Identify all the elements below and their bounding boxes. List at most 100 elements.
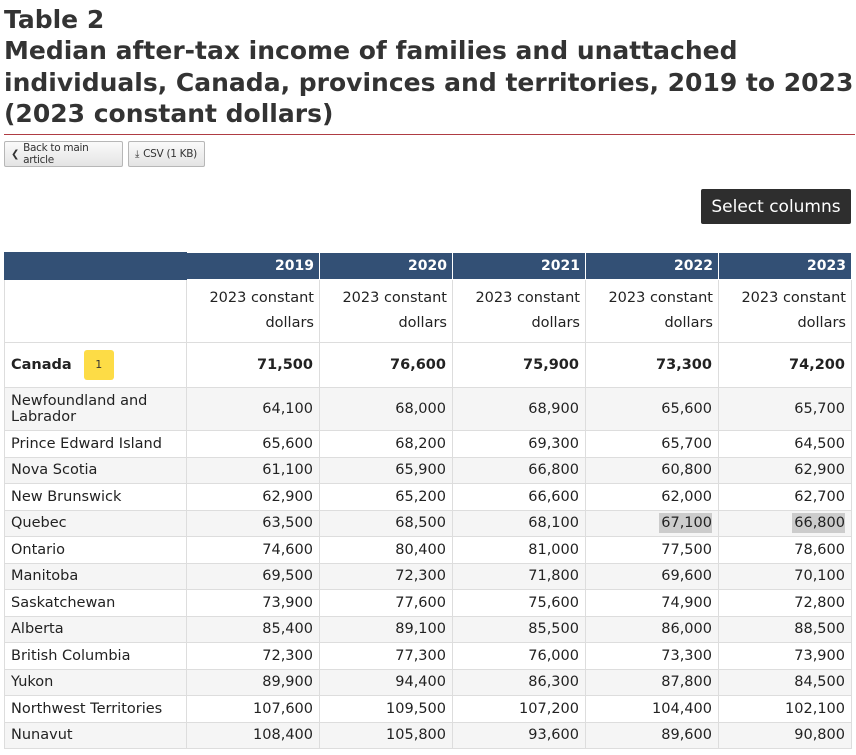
- table-row: Quebec 63,500 68,500 68,100 67,100 66,80…: [4, 509, 852, 537]
- row-header: Nunavut: [4, 721, 187, 749]
- data-cell: 72,800: [718, 589, 852, 617]
- data-cell: 93,600: [452, 721, 586, 749]
- footnote-badge[interactable]: 1: [83, 350, 114, 380]
- data-cell: 65,900: [319, 456, 453, 484]
- data-cell: 67,100: [585, 509, 719, 537]
- row-header: Newfoundland and Labrador: [4, 387, 187, 431]
- data-cell: 75,600: [452, 589, 586, 617]
- data-cell: 65,700: [585, 430, 719, 458]
- data-cell: 61,100: [186, 456, 320, 484]
- data-cell: 68,500: [319, 509, 453, 537]
- table-row: Saskatchewan 73,900 77,600 75,600 74,900…: [4, 589, 852, 617]
- data-cell: 105,800: [319, 721, 453, 749]
- column-header[interactable]: 2019: [186, 252, 320, 280]
- data-cell: 94,400: [319, 668, 453, 696]
- data-cell: 104,400: [585, 695, 719, 723]
- table-row: Newfoundland and Labrador 64,100 68,000 …: [4, 387, 852, 431]
- unit-cell: 2023 constant dollars: [319, 279, 453, 343]
- unit-line: 2023 constant: [209, 290, 314, 306]
- column-header[interactable]: 2021: [452, 252, 586, 280]
- data-cell: 60,800: [585, 456, 719, 484]
- data-cell: 73,300: [585, 642, 719, 670]
- highlighted-value: 66,800: [792, 513, 845, 534]
- data-cell: 107,200: [452, 695, 586, 723]
- unit-cell: 2023 constant dollars: [452, 279, 586, 343]
- row-header: New Brunswick: [4, 483, 187, 511]
- unit-cell: 2023 constant dollars: [718, 279, 852, 343]
- table-row: Ontario 74,600 80,400 81,000 77,500 78,6…: [4, 536, 852, 564]
- unit-line: dollars: [797, 315, 846, 331]
- row-header: Saskatchewan: [4, 589, 187, 617]
- table-row: Alberta 85,400 89,100 85,500 86,000 88,5…: [4, 615, 852, 643]
- data-cell: 90,800: [718, 721, 852, 749]
- year-header-row: 2019 2020 2021 2022 2023: [4, 252, 852, 280]
- data-cell: 65,200: [319, 483, 453, 511]
- table-row: Prince Edward Island 65,600 68,200 69,30…: [4, 430, 852, 458]
- data-cell: 66,800: [452, 456, 586, 484]
- data-cell: 73,900: [186, 589, 320, 617]
- csv-download-button[interactable]: ⤓ CSV (1 KB): [128, 141, 205, 167]
- data-cell: 89,100: [319, 615, 453, 643]
- stub-unit-cell: [4, 279, 187, 343]
- table-row: Canada 1 71,500 76,600 75,900 73,300 74,2…: [4, 342, 852, 388]
- row-header: Northwest Territories: [4, 695, 187, 723]
- data-cell: 62,900: [718, 456, 852, 484]
- unit-line: 2023 constant: [342, 290, 447, 306]
- table-row: New Brunswick 62,900 65,200 66,600 62,00…: [4, 483, 852, 511]
- data-cell: 102,100: [718, 695, 852, 723]
- data-cell: 66,800: [718, 509, 852, 537]
- table-row: Nunavut 108,400 105,800 93,600 89,600 90…: [4, 721, 852, 749]
- data-cell: 68,200: [319, 430, 453, 458]
- title-divider: [4, 134, 855, 135]
- unit-line: dollars: [265, 315, 314, 331]
- row-header: Quebec: [4, 509, 187, 537]
- select-columns-button[interactable]: Select columns: [701, 189, 851, 224]
- data-cell: 85,400: [186, 615, 320, 643]
- column-header[interactable]: 2023: [718, 252, 852, 280]
- row-header: Yukon: [4, 668, 187, 696]
- row-header: Prince Edward Island: [4, 430, 187, 458]
- table-label: Table 2: [4, 5, 105, 34]
- data-cell: 77,300: [319, 642, 453, 670]
- column-header[interactable]: 2022: [585, 252, 719, 280]
- data-cell: 73,300: [585, 342, 719, 388]
- back-to-main-article-button[interactable]: ❮ Back to main article: [4, 141, 123, 167]
- page-title-block: Table 2 Median after-tax income of famil…: [4, 4, 854, 130]
- row-header: Alberta: [4, 615, 187, 643]
- back-button-label: Back to main article: [23, 142, 89, 166]
- stub-header: [4, 252, 187, 280]
- table-row: Yukon 89,900 94,400 86,300 87,800 84,500: [4, 668, 852, 696]
- data-cell: 70,100: [718, 562, 852, 590]
- chevron-left-icon: ❮: [11, 148, 20, 160]
- data-cell: 68,000: [319, 387, 453, 431]
- data-cell: 77,600: [319, 589, 453, 617]
- data-cell: 76,600: [319, 342, 453, 388]
- data-cell: 89,600: [585, 721, 719, 749]
- csv-button-label: CSV (1 KB): [143, 148, 197, 160]
- data-cell: 66,600: [452, 483, 586, 511]
- data-cell: 73,900: [718, 642, 852, 670]
- table-row: Nova Scotia 61,100 65,900 66,800 60,800 …: [4, 456, 852, 484]
- table-row: Manitoba 69,500 72,300 71,800 69,600 70,…: [4, 562, 852, 590]
- data-cell: 80,400: [319, 536, 453, 564]
- select-columns-label: Select columns: [711, 196, 841, 217]
- data-cell: 87,800: [585, 668, 719, 696]
- table-row: Northwest Territories 107,600 109,500 10…: [4, 695, 852, 723]
- data-cell: 64,500: [718, 430, 852, 458]
- data-cell: 71,800: [452, 562, 586, 590]
- data-cell: 84,500: [718, 668, 852, 696]
- column-header[interactable]: 2020: [319, 252, 453, 280]
- data-cell: 74,900: [585, 589, 719, 617]
- data-cell: 62,000: [585, 483, 719, 511]
- data-cell: 74,600: [186, 536, 320, 564]
- data-cell: 85,500: [452, 615, 586, 643]
- row-header: British Columbia: [4, 642, 187, 670]
- data-cell: 86,000: [585, 615, 719, 643]
- row-header: Canada 1: [4, 342, 187, 388]
- data-cell: 72,300: [319, 562, 453, 590]
- unit-header-row: 2023 constant dollars 2023 constant dollar…: [4, 279, 852, 343]
- data-cell: 68,900: [452, 387, 586, 431]
- data-cell: 88,500: [718, 615, 852, 643]
- table-caption: Median after-tax income of families and …: [4, 36, 854, 128]
- data-cell: 65,600: [186, 430, 320, 458]
